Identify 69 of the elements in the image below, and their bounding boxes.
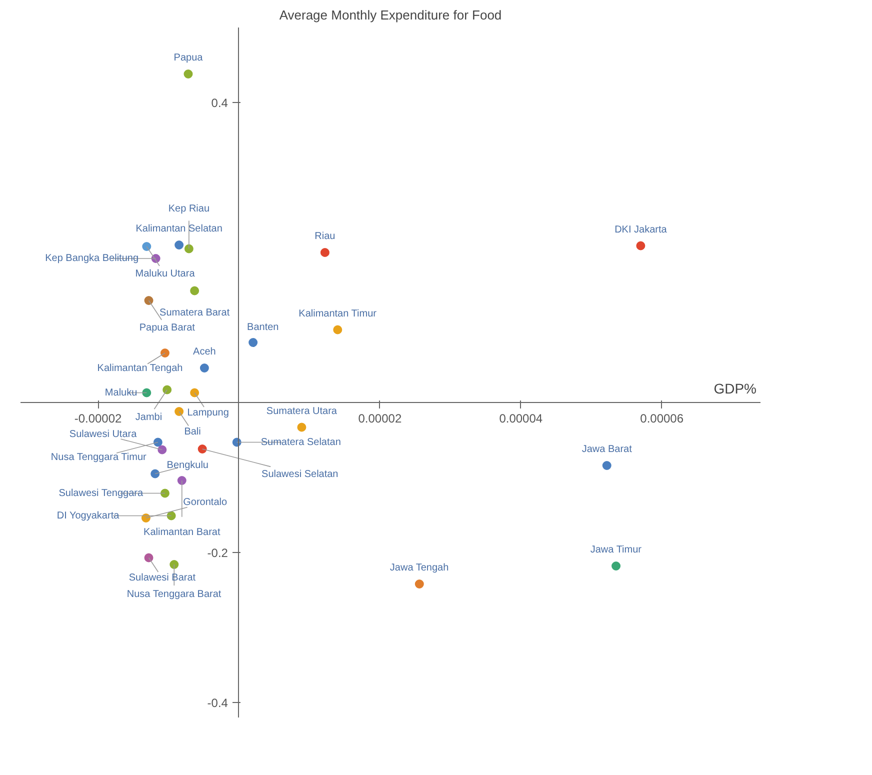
annotation: Kalimantan Barat	[144, 527, 220, 538]
annotation: Kalimantan Selatan	[136, 224, 222, 234]
annotation: Aceh	[193, 346, 216, 358]
point	[177, 476, 186, 485]
annotation: Maluku Utara	[135, 268, 196, 280]
point	[333, 325, 342, 334]
chart-title: Average Monthly Expenditure for Food	[279, 8, 502, 22]
point	[200, 364, 209, 372]
x-tick-label: 0.00004	[499, 412, 543, 426]
point	[144, 296, 154, 305]
annotation: Gorontalo	[183, 497, 228, 508]
y-tick-label: -0.4	[207, 696, 228, 710]
y-tick-label: -0.2	[207, 546, 228, 560]
point	[162, 385, 172, 394]
point	[170, 560, 179, 569]
point	[414, 580, 424, 588]
x-tick-label: 0.00002	[358, 412, 402, 426]
annotation: Kep Riau	[168, 203, 210, 214]
point	[142, 242, 152, 251]
point	[160, 488, 170, 498]
point	[144, 553, 154, 562]
point	[297, 422, 306, 432]
point	[153, 438, 162, 447]
annotation: Papua	[174, 52, 204, 64]
annotation: DI Yogyakarta	[56, 510, 120, 522]
annotation: Kep Bangka Belitung	[45, 253, 139, 264]
x-tick-label: -0.00002	[74, 412, 122, 426]
annotation: Jawa Timur	[590, 544, 642, 556]
annotation: Jawa Tengah	[390, 562, 449, 574]
point	[184, 70, 193, 78]
annotation: Bali	[184, 426, 201, 438]
annotation: Maluku	[104, 387, 138, 398]
annotation: Sumatera Selatan	[260, 436, 341, 448]
point	[150, 469, 160, 478]
x-axis-title: GDP%	[714, 380, 757, 396]
point	[160, 348, 170, 358]
point	[174, 407, 184, 416]
point	[636, 241, 646, 250]
point	[602, 461, 612, 470]
point	[320, 248, 330, 257]
point	[198, 444, 207, 454]
annotation: Sulawesi Selatan	[262, 468, 338, 480]
annotation: Nusa Tenggara Barat	[126, 589, 222, 600]
annotation: Riau	[314, 231, 336, 242]
annotation: DKI Jakarta	[614, 224, 668, 236]
annotation: Kalimantan Timur	[298, 308, 378, 320]
point	[174, 240, 184, 250]
annotation: Banten	[247, 322, 279, 334]
point	[190, 286, 200, 296]
point	[190, 388, 200, 398]
y-tick-label: 0.4	[211, 96, 228, 110]
point	[612, 562, 621, 570]
annotation: Kalimantan Tengah	[97, 363, 183, 374]
point	[142, 388, 152, 398]
annotation: Sumatera Barat	[160, 307, 230, 318]
annotation: Sumatera Utara	[266, 406, 338, 417]
x-tick-label: 0.00006	[640, 412, 684, 426]
annotation: Jawa Barat	[582, 444, 632, 455]
point	[184, 244, 194, 254]
annotation: Papua Barat	[139, 322, 196, 334]
point	[248, 338, 258, 347]
annotation: Jambi	[135, 412, 162, 423]
annotation: Lampung	[187, 408, 229, 419]
annotation: Nusa Tenggara Timur	[50, 452, 147, 464]
point	[166, 511, 176, 520]
annotation: Bengkulu	[166, 460, 208, 471]
point	[158, 445, 167, 454]
annotation: Sulawesi Tenggara	[58, 488, 144, 499]
annotation: Sulawesi Utara	[69, 428, 138, 440]
